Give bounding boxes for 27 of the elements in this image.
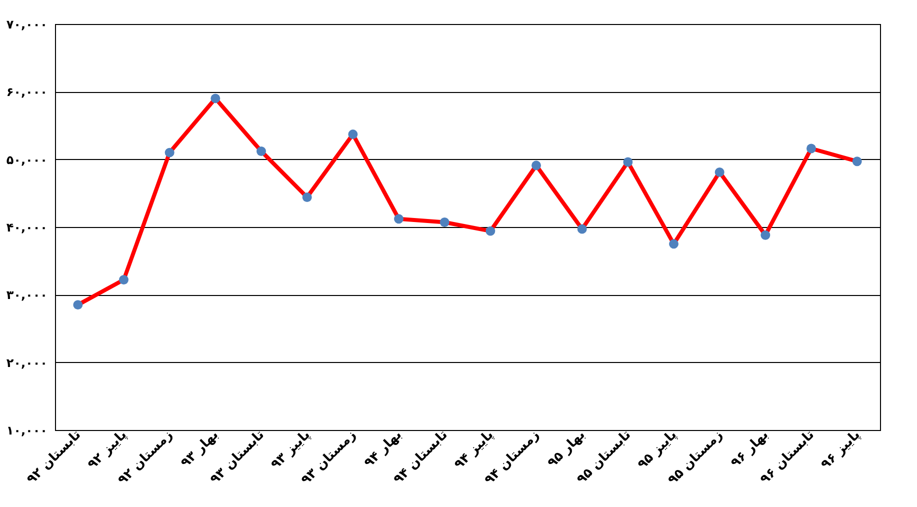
point <box>760 230 770 240</box>
x-tick-label: پاییز ۹۶ <box>818 428 864 472</box>
point <box>669 239 678 249</box>
y-tick-label: ۴۰,۰۰۰ <box>6 220 48 234</box>
point <box>852 156 862 166</box>
y-tick-label: ۱۰,۰۰۰ <box>6 424 48 438</box>
point <box>486 226 496 236</box>
point <box>119 275 128 285</box>
point <box>714 167 724 177</box>
point <box>348 130 358 140</box>
x-tick-label: بهار ۹۵ <box>544 428 588 471</box>
point <box>164 148 174 158</box>
point <box>577 224 587 234</box>
y-tick-label: ۶۰,۰۰۰ <box>6 85 48 100</box>
y-tick-label: ۲۰,۰۰۰ <box>6 356 48 370</box>
point <box>806 144 816 154</box>
y-tick-label: ۵۰,۰۰۰ <box>6 152 48 167</box>
point <box>210 94 220 104</box>
y-tick-label: ۷۰,۰۰۰ <box>6 18 48 32</box>
y-tick-label: ۳۰,۰۰۰ <box>6 288 48 302</box>
point <box>302 192 312 202</box>
point <box>623 157 633 167</box>
point <box>440 218 450 227</box>
point <box>256 146 266 156</box>
point <box>73 300 83 310</box>
point <box>532 160 541 170</box>
point <box>394 214 404 224</box>
